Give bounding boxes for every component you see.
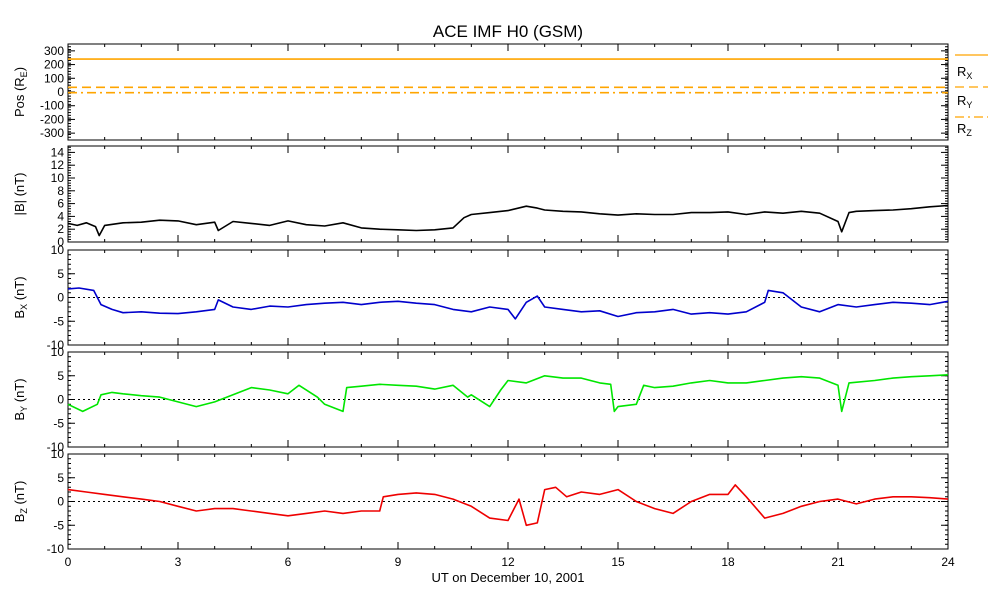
x-tick-label: 24	[941, 555, 955, 569]
chart-title: ACE IMF H0 (GSM)	[433, 22, 583, 41]
y-tick-label: 10	[51, 171, 65, 185]
panel-frame	[67, 145, 949, 243]
y-tick-label: 6	[57, 197, 64, 211]
y-tick-label: -10	[47, 440, 65, 454]
legend-label-RX: RX	[957, 64, 972, 81]
y-tick-label: -100	[40, 99, 64, 113]
y-tick-label: 0	[57, 291, 64, 305]
y-tick-label: -10	[47, 338, 65, 352]
x-tick-label: 0	[65, 555, 72, 569]
y-tick-label: -5	[53, 314, 64, 328]
x-tick-label: 6	[285, 555, 292, 569]
y-tick-label: 5	[57, 471, 64, 485]
y-tick-label: 12	[51, 158, 65, 172]
x-tick-label: 3	[175, 555, 182, 569]
x-tick-label: 15	[611, 555, 625, 569]
series-line-bx	[67, 287, 949, 320]
panel-by: -10 -5 0 5 10 BY (nT)	[12, 345, 949, 454]
x-tick-label: 21	[831, 555, 845, 569]
legend-label-RZ: RZ	[957, 121, 972, 138]
y-tick-label: 4	[57, 209, 64, 223]
y-tick-label: 5	[57, 369, 64, 383]
series-line-bz	[67, 484, 949, 527]
y-axis-label-bmag: |B| (nT)	[12, 173, 27, 216]
y-tick-label: 200	[44, 58, 64, 72]
y-tick-label: 10	[51, 447, 65, 461]
series-line-bmag	[67, 204, 949, 237]
y-tick-label: 0	[57, 235, 64, 249]
legend-label-RY: RY	[957, 93, 972, 110]
y-tick-label: 0	[57, 85, 64, 99]
panel-bz: -10 -5 0 5 10 BZ (nT)	[12, 447, 949, 556]
y-tick-label: 14	[51, 145, 65, 159]
x-tick-label: 9	[395, 555, 402, 569]
y-tick-label: -10	[47, 542, 65, 556]
x-tick-label: 12	[501, 555, 515, 569]
y-axis-label-by: BY (nT)	[12, 378, 29, 420]
y-tick-label: -5	[53, 518, 64, 532]
y-tick-label: 2	[57, 222, 64, 236]
y-tick-label: 100	[44, 71, 64, 85]
y-tick-label: 300	[44, 44, 64, 58]
y-axis-label-bz: BZ (nT)	[12, 481, 29, 523]
y-tick-label: 5	[57, 267, 64, 281]
y-tick-label: -200	[40, 112, 64, 126]
y-axis-label-pos: Pos (RE)	[12, 67, 29, 117]
y-tick-label: -300	[40, 126, 64, 140]
y-tick-label: 10	[51, 345, 65, 359]
y-axis-label-bx: BX (nT)	[12, 276, 29, 318]
x-tick-label: 18	[721, 555, 735, 569]
y-tick-label: 8	[57, 184, 64, 198]
y-tick-label: 0	[57, 495, 64, 509]
panel-bx: -10 -5 0 5 10 BX (nT)	[12, 243, 949, 352]
y-tick-label: -5	[53, 416, 64, 430]
y-tick-label: 10	[51, 243, 65, 257]
y-tick-label: 0	[57, 393, 64, 407]
x-axis-label: UT on December 10, 2001	[432, 570, 585, 585]
series-line-by	[67, 374, 949, 413]
